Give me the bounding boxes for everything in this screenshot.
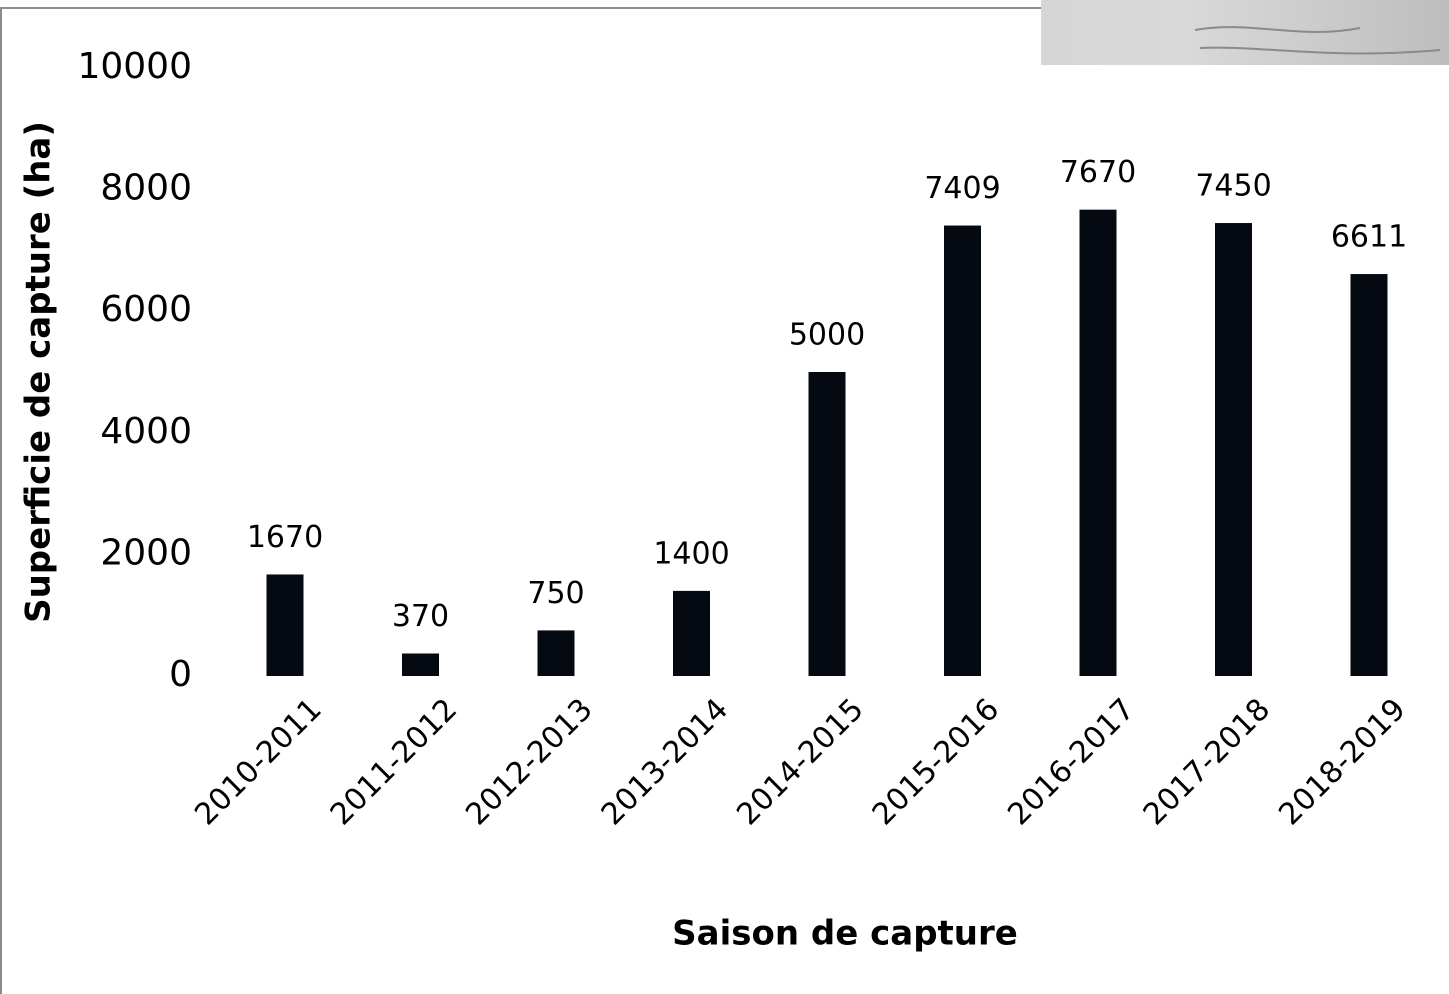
- bar: [538, 630, 575, 676]
- bar: [1351, 274, 1388, 676]
- bar: [673, 591, 710, 676]
- value-label: 7450: [1195, 169, 1271, 204]
- x-axis-title: Saison de capture: [672, 914, 1018, 954]
- value-label: 6611: [1331, 220, 1407, 255]
- y-axis-title: Superficie de capture (ha): [19, 121, 59, 623]
- y-tick-label: 4000: [100, 411, 192, 452]
- value-label: 1670: [247, 520, 323, 555]
- value-label: 370: [392, 599, 449, 634]
- value-label: 750: [527, 576, 584, 611]
- bar: [267, 574, 304, 676]
- y-tick-label: 10000: [77, 46, 192, 87]
- chart: Superficie de capture (ha) Saison de cap…: [0, 0, 1449, 994]
- value-label: 5000: [789, 318, 865, 353]
- bar: [809, 372, 846, 676]
- decorative-image: [1041, 0, 1449, 65]
- bar: [1080, 210, 1117, 676]
- value-label: 1400: [653, 536, 729, 571]
- y-tick-label: 8000: [100, 168, 192, 209]
- bar: [402, 654, 439, 676]
- y-tick-label: 2000: [100, 532, 192, 573]
- bar: [944, 226, 981, 676]
- value-label: 7409: [924, 171, 1000, 206]
- value-label: 7670: [1060, 155, 1136, 190]
- bar: [1215, 223, 1252, 676]
- y-tick-label: 0: [169, 654, 192, 695]
- y-tick-label: 6000: [100, 289, 192, 330]
